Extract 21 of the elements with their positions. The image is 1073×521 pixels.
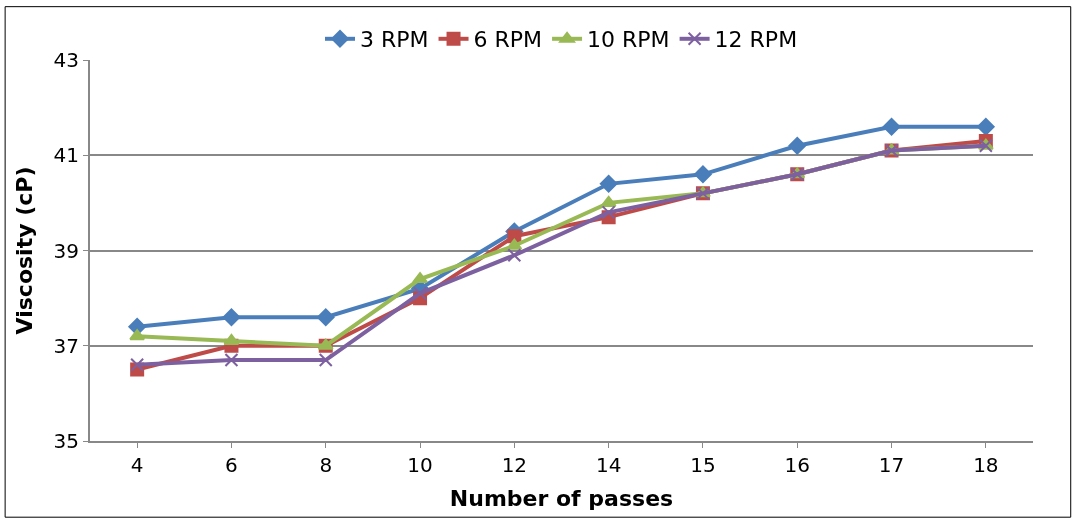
legend-label: 10 RPM [587,27,670,53]
x-tick-label: 14 [595,453,622,477]
y-tick-label: 43 [53,48,79,72]
legend-label: 3 RPM [360,27,429,53]
y-tick-label: 37 [53,333,79,358]
x-tick-label: 15 [690,453,716,477]
y-tick-label: 35 [53,429,79,453]
x-tick-label: 18 [973,453,999,477]
x-tick-label: 16 [784,453,810,477]
y-tick-label: 39 [53,238,79,263]
x-tick-label: 12 [501,453,528,477]
y-axis-title: Viscosity (cP) [11,166,37,335]
legend-label: 12 RPM [714,27,798,53]
x-axis-title: Number of passes [449,486,674,512]
x-tick-label: 6 [225,453,238,477]
x-tick-label: 17 [878,453,905,477]
x-tick-label: 10 [407,453,433,477]
x-tick-label: 4 [130,453,144,477]
y-tick-label: 41 [53,143,79,168]
legend-label: 6 RPM [473,27,543,53]
x-tick-label: 8 [319,453,333,477]
